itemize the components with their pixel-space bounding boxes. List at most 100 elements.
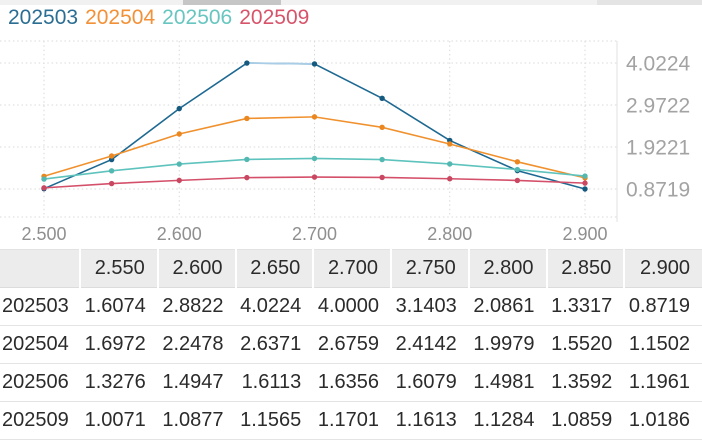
value-cell-202506-2.700: 1.6356 (313, 363, 391, 402)
series-point-202506-6 (447, 161, 453, 167)
table-row-202503: 202503 1.6074 2.8822 4.0224 4.0000 3.1403 2.08… (0, 287, 702, 326)
value-cell-202503-2.650: 4.0224 (235, 287, 314, 326)
legend-item-202506[interactable]: 202506 (162, 6, 233, 29)
series-point-202503-5 (379, 95, 385, 102)
value-cell-202503-2.700: 4.0000 (313, 287, 391, 326)
legend-item-202503[interactable]: 202503 (8, 6, 79, 29)
series-point-202504-7 (514, 159, 521, 165)
series-point-202506-8 (582, 173, 588, 179)
x-axis-label-1: 2.600 (157, 224, 202, 244)
value-cell-202504-2.700: 2.6759 (313, 325, 391, 364)
row-label-202506: 202506 (0, 363, 80, 402)
series-point-202509-6 (447, 176, 453, 182)
value-cell-202506-2.900: 1.1961 (624, 363, 702, 402)
legend-item-202509[interactable]: 202509 (239, 6, 310, 29)
series-point-202504-4 (311, 114, 318, 120)
table-header-2.800: 2.800 (467, 249, 547, 288)
value-cell-202509-2.650: 1.1565 (235, 401, 314, 440)
table-header-2.600: 2.600 (156, 249, 236, 288)
value-cell-202509-2.850: 1.0859 (546, 401, 625, 440)
value-cell-202503-2.600: 2.8822 (157, 287, 236, 326)
table-header-2.550: 2.550 (79, 249, 158, 288)
series-point-202506-5 (379, 156, 385, 163)
data-table: 2.550 2.600 2.650 2.700 2.750 2.800 2.850 2.900… (0, 249, 702, 440)
table-row-202509: 202509 1.0071 1.0877 1.1565 1.1701 1.1613 1.12… (0, 401, 702, 440)
value-cell-202509-2.700: 1.1701 (313, 401, 391, 440)
table-header-2.850: 2.850 (545, 249, 625, 288)
table-header-2.900: 2.900 (623, 249, 702, 288)
series-point-202509-7 (514, 177, 521, 184)
table-row-202504: 202504 1.6972 2.2478 2.6371 2.6759 2.4142 1.99… (0, 325, 702, 364)
value-cell-202509-2.550: 1.0071 (80, 401, 158, 440)
value-cell-202503-2.850: 1.3317 (546, 287, 625, 326)
value-cell-202503-2.550: 1.6074 (80, 287, 158, 326)
value-cell-202504-2.600: 2.2478 (157, 325, 236, 364)
value-cell-202506-2.650: 1.6113 (235, 363, 314, 402)
value-cell-202509-2.750: 1.1613 (391, 401, 469, 440)
series-point-202506-4 (311, 155, 318, 162)
table-head: 2.550 2.600 2.650 2.700 2.750 2.800 2.850 2.900 (0, 249, 702, 288)
series-point-202509-0 (41, 185, 47, 191)
x-axis-label-0: 2.500 (21, 224, 66, 244)
value-cell-202503-2.750: 3.1403 (391, 287, 469, 326)
value-cell-202509-2.800: 1.1284 (468, 401, 547, 440)
series-point-202503-3 (244, 60, 250, 66)
table-body: 202503 1.6074 2.8822 4.0224 4.0000 3.1403 2.08… (0, 287, 702, 440)
series-point-202509-8 (582, 180, 588, 186)
row-label-202503: 202503 (0, 287, 80, 326)
series-point-202504-6 (447, 141, 453, 147)
y-axis-label-2: 1.9221 (626, 137, 690, 160)
series-point-202509-4 (311, 174, 318, 180)
series-point-202506-7 (514, 166, 521, 173)
series-point-202509-3 (244, 174, 250, 181)
series-point-202506-1 (108, 168, 115, 174)
x-axis-label-2: 2.700 (292, 224, 337, 244)
y-axis-label-0: 4.0224 (626, 53, 691, 76)
series-point-202503-2 (176, 105, 182, 112)
table-corner-cell (0, 249, 80, 288)
table-header-row: 2.550 2.600 2.650 2.700 2.750 2.800 2.850 2.900 (0, 249, 702, 288)
value-cell-202504-2.750: 2.4142 (391, 325, 469, 364)
table-header-2.700: 2.700 (312, 249, 391, 288)
row-label-202504: 202504 (0, 325, 80, 364)
value-cell-202506-2.550: 1.3276 (80, 363, 158, 402)
value-cell-202509-2.600: 1.0877 (157, 401, 236, 440)
value-cell-202504-2.550: 1.6972 (80, 325, 158, 364)
value-cell-202506-2.850: 1.3592 (546, 363, 625, 402)
series-point-202503-8 (582, 186, 588, 192)
value-cell-202504-2.650: 2.6371 (235, 325, 314, 364)
value-cell-202503-2.800: 2.0861 (468, 287, 547, 326)
series-point-202506-3 (244, 156, 250, 163)
top-scrollbar-thumb[interactable] (183, 0, 281, 5)
value-cell-202504-2.800: 1.9979 (468, 325, 547, 364)
series-point-202509-2 (176, 177, 182, 184)
value-cell-202506-2.800: 1.4981 (468, 363, 547, 402)
x-axis-label-3: 2.800 (427, 224, 472, 244)
value-cell-202506-2.600: 1.4947 (157, 363, 236, 402)
series-point-202506-2 (176, 161, 182, 167)
table-header-2.650: 2.650 (234, 249, 314, 288)
series-point-202503-4 (311, 61, 318, 67)
value-cell-202504-2.850: 1.5520 (546, 325, 625, 364)
value-cell-202506-2.750: 1.6079 (391, 363, 469, 402)
value-cell-202509-2.900: 1.0186 (624, 401, 702, 440)
chart-legend: 202503 202504 202506 202509 (8, 6, 316, 30)
legend-item-202504[interactable]: 202504 (85, 6, 156, 29)
row-label-202509: 202509 (0, 401, 80, 440)
y-axis-label-3: 0.8719 (626, 179, 690, 202)
data-table-wrap: 2.550 2.600 2.650 2.700 2.750 2.800 2.850 2.900… (0, 249, 702, 440)
series-point-202509-1 (108, 180, 115, 187)
value-cell-202504-2.900: 1.1502 (624, 325, 702, 364)
table-row-202506: 202506 1.3276 1.4947 1.6113 1.6356 1.6079 1.49… (0, 363, 702, 402)
y-axis-label-1: 2.9722 (626, 95, 690, 118)
line-chart: 4.0224 2.9722 1.9221 0.8719 2.500 2.600 2.700 2… (0, 40, 691, 244)
series-point-202504-1 (108, 153, 115, 159)
top-scrollbar-track[interactable] (0, 0, 702, 5)
value-cell-202503-2.900: 0.8719 (624, 287, 702, 326)
x-axis-label-4: 2.900 (562, 224, 607, 244)
series-point-202504-3 (244, 115, 250, 122)
series-point-202506-0 (41, 176, 47, 182)
top-scrollbar-track-right (597, 0, 702, 5)
series-point-202509-5 (379, 174, 385, 181)
series-point-202504-5 (379, 124, 385, 131)
